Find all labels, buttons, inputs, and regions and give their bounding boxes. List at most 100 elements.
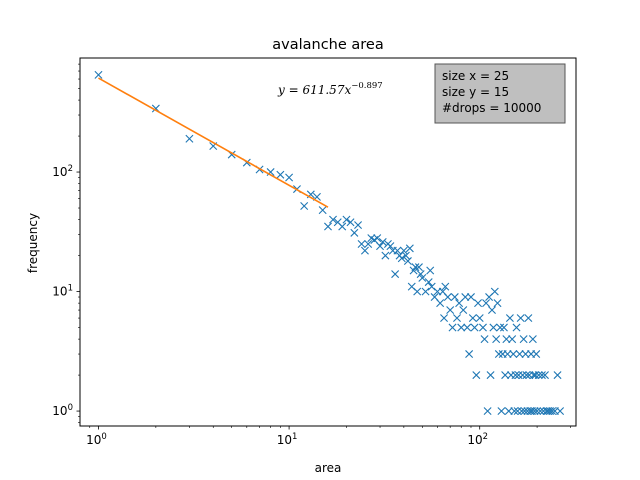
data-point-marker: [405, 244, 414, 253]
data-point-marker: [418, 273, 427, 282]
y-tick-label: 102: [52, 164, 73, 179]
data-point-marker: [474, 299, 483, 308]
info-box-background: [434, 63, 566, 124]
data-point-marker: [496, 323, 505, 332]
chart-title: avalanche area: [272, 37, 383, 53]
data-point-marker: [483, 407, 492, 416]
y-tick-label: 101: [52, 284, 73, 299]
x-tick-label: 100: [86, 432, 107, 447]
data-point-marker: [516, 314, 525, 323]
info-line-1: size x = 25: [442, 69, 509, 83]
fit-line-group: [98, 77, 329, 208]
data-point-marker: [494, 350, 503, 359]
data-point-marker: [511, 371, 520, 380]
data-point-marker: [482, 299, 491, 308]
data-point-marker: [532, 350, 541, 359]
data-point-marker: [515, 350, 524, 359]
data-point-marker: [542, 407, 551, 416]
data-point-marker: [536, 407, 545, 416]
data-point-marker: [401, 251, 410, 260]
data-point-marker: [440, 314, 449, 323]
data-point-marker: [508, 335, 517, 344]
data-point-marker: [318, 206, 327, 215]
fit-label-exponent: −0.897: [351, 81, 382, 91]
data-point-marker: [548, 407, 557, 416]
data-point-marker: [413, 287, 422, 296]
data-point-marker: [441, 282, 450, 291]
data-point-marker: [185, 134, 194, 143]
data-point-marker: [489, 323, 498, 332]
data-point-marker: [461, 293, 470, 302]
data-point-marker: [276, 170, 285, 179]
data-point-marker: [488, 306, 496, 315]
data-points: [94, 70, 565, 416]
data-point-marker: [378, 237, 387, 246]
data-point-marker: [455, 299, 464, 308]
data-point-marker: [493, 299, 502, 308]
data-point-marker: [391, 270, 400, 279]
data-point-marker: [329, 215, 338, 224]
data-point-marker: [497, 407, 506, 416]
data-point-marker: [518, 371, 527, 380]
data-point-marker: [403, 257, 412, 266]
data-point-marker: [512, 323, 521, 332]
x-axis-label: area: [315, 461, 342, 475]
y-tick-label: 100: [52, 403, 73, 418]
info-line-3: #drops = 10000: [442, 101, 541, 115]
data-point-marker: [466, 293, 475, 302]
data-point-marker: [411, 263, 420, 272]
fit-label-base: y = 611.57x: [277, 83, 351, 97]
data-point-marker: [414, 263, 423, 272]
data-point-marker: [505, 314, 514, 323]
data-point-marker: [342, 215, 351, 224]
data-point-marker: [346, 218, 355, 227]
data-point-marker: [519, 335, 528, 344]
fit-line: [98, 77, 329, 208]
data-point-marker: [472, 371, 481, 380]
data-point-marker: [266, 168, 275, 177]
data-point-marker: [537, 371, 546, 380]
data-point-marker: [503, 350, 512, 359]
data-point-marker: [499, 323, 508, 332]
x-tick-label: 101: [277, 432, 298, 447]
data-point-marker: [354, 221, 363, 230]
data-point-marker: [364, 240, 373, 248]
data-point-marker: [459, 306, 468, 315]
data-point-marker: [540, 371, 549, 380]
data-point-marker: [492, 335, 501, 344]
data-point-marker: [357, 240, 366, 248]
info-line-2: size y = 15: [442, 85, 509, 99]
data-point-marker: [528, 335, 537, 344]
data-point-marker: [480, 335, 489, 344]
data-point-marker: [457, 323, 466, 332]
data-point-marker: [486, 371, 495, 380]
data-point-marker: [522, 371, 531, 380]
data-point-marker: [300, 201, 309, 210]
fit-label: y = 611.57x−0.897: [277, 81, 383, 97]
data-point-marker: [350, 228, 359, 237]
data-point-marker: [501, 371, 510, 380]
data-point-marker: [517, 407, 526, 416]
data-point-marker: [393, 246, 402, 255]
data-point-marker: [475, 314, 484, 323]
data-point-marker: [397, 254, 406, 263]
data-point-marker: [446, 306, 455, 315]
x-tick-label: 102: [467, 432, 488, 447]
data-point-marker: [530, 407, 539, 416]
data-point-marker: [324, 222, 332, 231]
info-box: size x = 25 size y = 15 #drops = 10000: [434, 63, 566, 124]
data-point-marker: [556, 407, 565, 416]
y-axis-label: frequency: [26, 213, 40, 273]
data-point-marker: [478, 323, 487, 332]
data-point-marker: [285, 173, 294, 182]
data-point-marker: [531, 371, 540, 380]
data-point-marker: [360, 246, 369, 255]
data-point-marker: [490, 287, 499, 296]
data-point-marker: [468, 314, 477, 323]
data-point-marker: [436, 299, 445, 308]
data-point-marker: [465, 350, 474, 359]
data-point-marker: [534, 371, 543, 380]
data-point-marker: [450, 293, 459, 302]
data-point-marker: [553, 371, 562, 380]
